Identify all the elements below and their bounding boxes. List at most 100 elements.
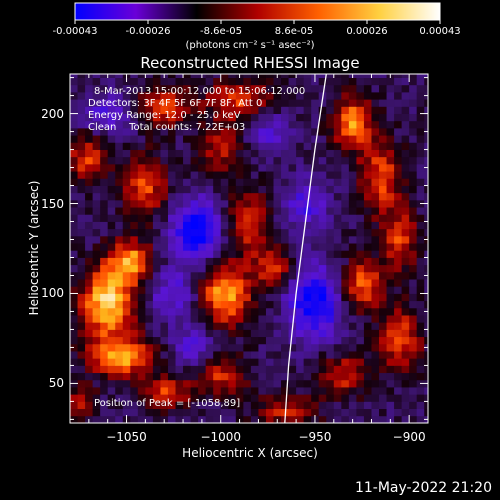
heatmap-cell [341,185,350,194]
heatmap-cell [220,286,229,294]
heatmap-cell [115,192,124,201]
heatmap-cell [258,293,267,302]
heatmap-cell [122,149,131,158]
heatmap-cell [122,185,131,194]
heatmap-cell [122,99,131,107]
heatmap-cell [243,293,252,302]
heatmap-cell [318,74,327,78]
heatmap-cell [371,343,380,352]
heatmap-cell [303,228,312,237]
heatmap-cell [363,156,372,165]
heatmap-cell [228,77,237,86]
heatmap-cell [85,207,94,215]
heatmap-cell [394,264,403,273]
heatmap-cell [416,99,425,107]
heatmap-cell [303,185,312,194]
heatmap-cell [243,228,252,237]
heatmap-cell [152,315,161,323]
heatmap-cell [311,401,320,410]
heatmap-cell [281,214,289,222]
heatmap-cell [107,264,116,273]
heatmap-cell [167,415,176,423]
heatmap-cell [258,163,267,172]
heatmap-cell [130,300,139,309]
heatmap-cell [85,178,94,186]
heatmap-cell [296,264,305,273]
heatmap-cell [145,74,154,78]
heatmap-cell [107,127,116,136]
heatmap-cell [145,113,154,122]
heatmap-cell [152,171,161,179]
heatmap-cell [228,228,237,237]
heatmap-cell [92,99,101,107]
heatmap-cell [424,74,428,78]
heatmap-cell [318,221,327,230]
heatmap-cell [228,120,237,129]
heatmap-cell [77,415,86,423]
heatmap-cell [379,163,387,172]
heatmap-cell [416,156,425,165]
heatmap-cell [115,171,124,179]
heatmap-cell [205,127,214,136]
heatmap-cell [160,372,169,381]
heatmap-cell [175,343,184,352]
heatmap-cell [183,351,191,359]
heatmap-cell [152,257,161,266]
heatmap-cell [198,120,207,129]
heatmap-cell [250,243,259,251]
heatmap-cell [424,214,428,222]
heatmap-cell [326,286,335,294]
heatmap-cell [145,408,154,417]
heatmap-cell [401,163,410,172]
heatmap-cell [371,207,380,215]
heatmap-cell [160,178,169,186]
heatmap-cell [386,214,395,222]
heatmap-cell [167,271,176,280]
heatmap-cell [424,365,428,374]
heatmap-cell [130,315,139,323]
heatmap-cell [70,264,78,273]
heatmap-cell [167,293,176,302]
heatmap-cell [281,243,289,251]
heatmap-cell [175,300,184,309]
heatmap-cell [311,221,320,230]
heatmap-cell [386,372,395,381]
heatmap-cell [356,120,365,129]
heatmap-cell [145,221,154,230]
heatmap-cell [296,120,305,129]
heatmap-cell [160,307,169,316]
heatmap [70,74,428,423]
heatmap-cell [160,286,169,294]
heatmap-cell [318,178,327,186]
heatmap-cell [70,99,78,107]
heatmap-cell [250,336,259,345]
heatmap-cell [326,365,335,374]
heatmap-cell [296,149,305,158]
heatmap-cell [220,365,229,374]
heatmap-cell [333,127,342,136]
heatmap-cell [363,351,372,359]
heatmap-cell [348,84,357,93]
heatmap-cell [363,279,372,287]
heatmap-cell [386,163,395,172]
heatmap-cell [183,250,191,258]
heatmap-cell [288,74,297,78]
heatmap-cell [100,135,109,143]
heatmap-cell [296,379,305,388]
heatmap-cell [235,235,244,244]
heatmap-cell [115,315,124,323]
heatmap-cell [100,315,109,323]
heatmap-cell [409,329,418,338]
heatmap-cell [167,307,176,316]
heatmap-cell [424,286,428,294]
heatmap-cell [303,221,312,230]
heatmap-cell [243,156,252,165]
heatmap-cell [130,243,139,251]
heatmap-cell [152,300,161,309]
heatmap-cell [416,127,425,136]
heatmap-cell [265,243,274,251]
heatmap-cell [190,243,199,251]
heatmap-cell [190,99,199,107]
heatmap-cell [77,293,86,302]
heatmap-cell [371,401,380,410]
